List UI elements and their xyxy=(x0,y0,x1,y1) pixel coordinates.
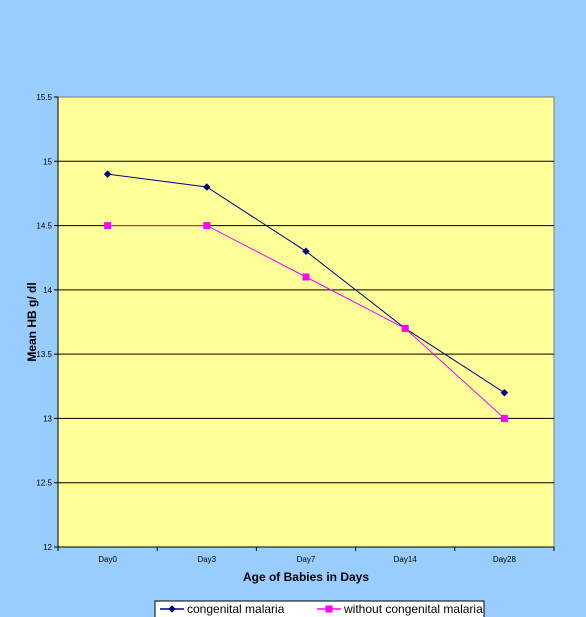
data-point xyxy=(203,222,211,230)
x-axis-title: Age of Babies in Days xyxy=(243,570,369,584)
y-axis-ticks: 12 12.5 13 13.5 14 14.5 15 15.5 xyxy=(36,93,59,552)
legend-marker xyxy=(325,605,333,613)
y-tick-label: 14.5 xyxy=(36,222,52,231)
x-tick-label: Day3 xyxy=(197,555,216,564)
data-point xyxy=(103,170,112,178)
series-2 xyxy=(104,222,508,422)
y-tick-label: 13 xyxy=(43,414,52,423)
series-1 xyxy=(103,170,509,397)
data-point xyxy=(500,414,508,422)
data-point xyxy=(500,388,509,397)
data-point xyxy=(302,247,310,256)
legend-item-1: congenital malaria xyxy=(160,602,285,616)
y-tick-label: 12.5 xyxy=(36,479,52,488)
y-tick-label: 14 xyxy=(43,286,52,295)
data-point xyxy=(202,183,211,191)
legend-marker xyxy=(168,605,176,613)
x-tick-label: Day0 xyxy=(98,555,117,564)
y-tick-label: 13.5 xyxy=(36,350,52,359)
y-tick-label: 15.5 xyxy=(36,93,52,102)
x-tick-label: Day7 xyxy=(297,555,316,564)
x-tick-label: Day28 xyxy=(493,555,517,564)
x-axis-ticks: Day0 Day3 Day7 Day14 Day28 xyxy=(57,546,555,564)
data-point xyxy=(104,222,112,230)
y-tick-label: 15 xyxy=(43,157,52,166)
plot-area xyxy=(57,96,555,548)
x-tick-label: Day14 xyxy=(394,555,418,564)
legend-label: without congenital malaria xyxy=(343,602,483,616)
legend: congenital malaria without congenital mal… xyxy=(154,600,485,617)
data-point xyxy=(302,273,310,281)
series-group xyxy=(103,170,509,422)
y-axis-title: Mean HB g/ dl xyxy=(25,282,39,361)
y-tick-label: 12 xyxy=(43,543,52,552)
legend-label: congenital malaria xyxy=(187,602,285,616)
data-point xyxy=(401,324,409,332)
legend-item-2: without congenital malaria xyxy=(317,602,483,616)
